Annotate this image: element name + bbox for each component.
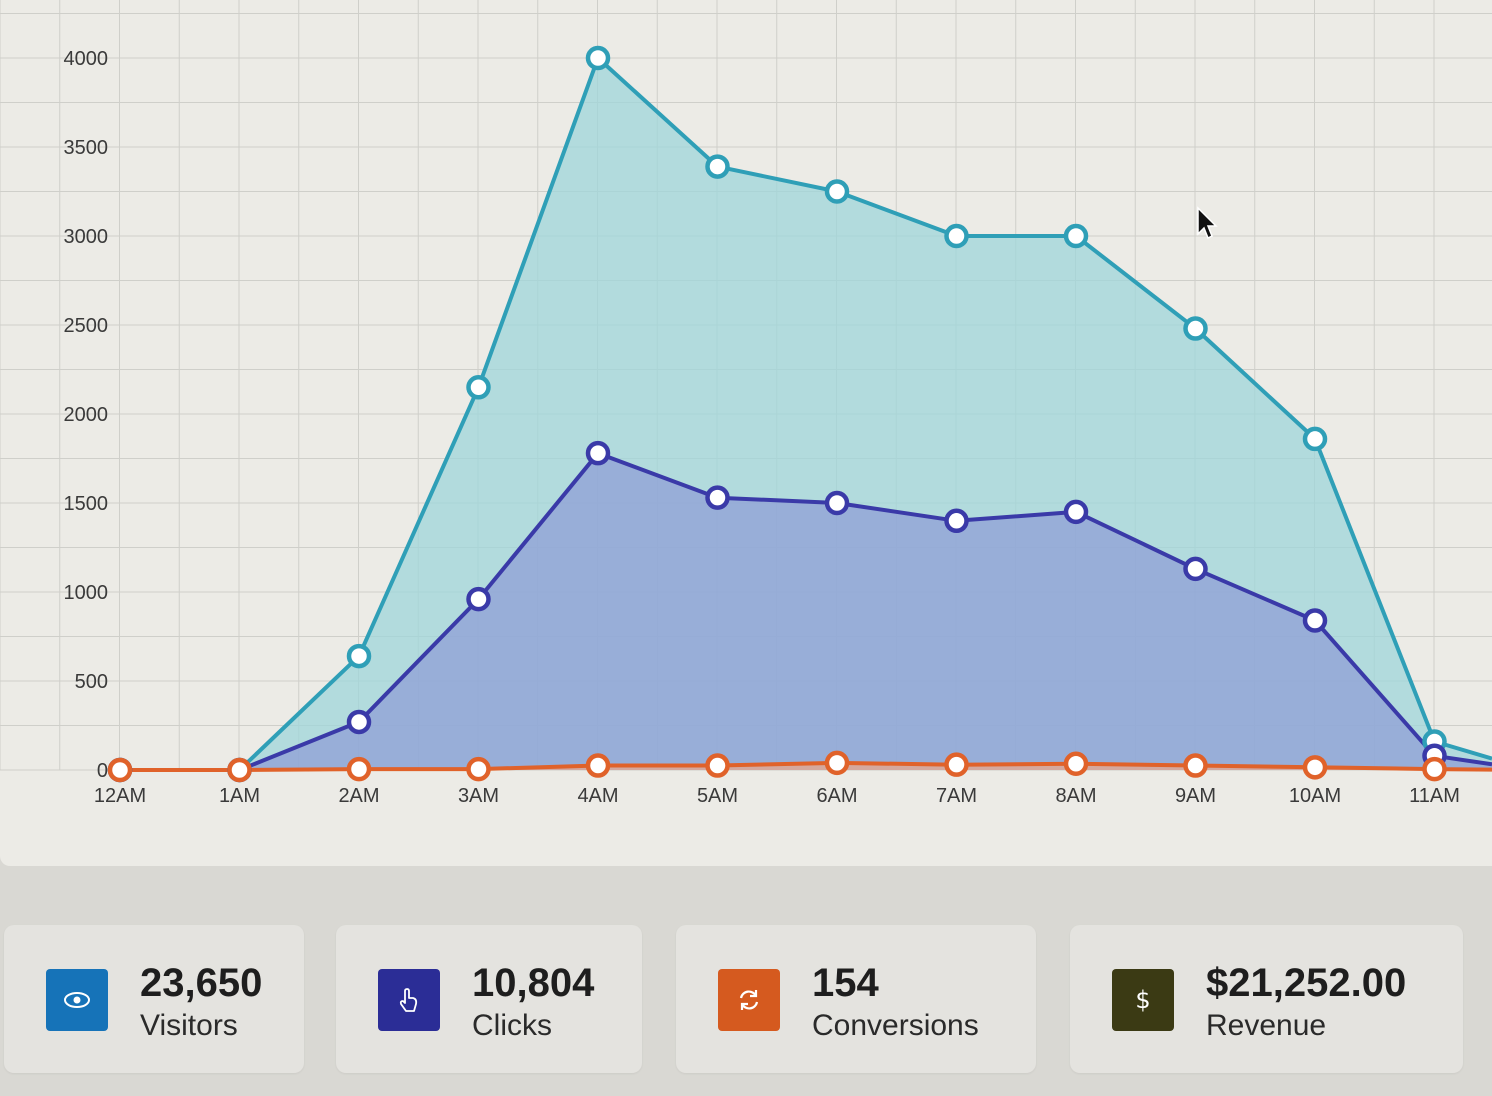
mouse-cursor-icon [1197,206,1218,240]
point-clicks [1183,556,1208,582]
stat-label: Conversions [812,1009,979,1042]
stat-label: Visitors [140,1009,238,1042]
point-conversions [944,752,969,777]
point-clicks [705,485,730,510]
x-tick-label: 8AM [1055,785,1096,807]
x-tick-label: 9AM [1175,785,1216,807]
point-clicks [346,709,372,735]
y-tick-label: 4000 [64,48,109,70]
point-visitors [346,643,372,669]
point-conversions [466,756,491,782]
point-conversions [824,750,850,776]
point-visitors [1302,426,1328,452]
area-clicks [120,453,1492,770]
stat-card-revenue: $ $21,252.00 Revenue [1070,925,1463,1073]
y-tick-label: 3000 [64,226,109,248]
stat-value: 154 [812,961,879,1005]
x-tick-label: 3AM [458,785,499,807]
stat-card-visitors: 23,650 Visitors [4,925,304,1073]
stat-card-conversions: 154 Conversions [676,925,1036,1073]
point-visitors [466,375,491,400]
y-axis-ticks: 4000 3500 3000 2500 2000 1500 1000 500 0 [64,48,109,782]
stat-value: $21,252.00 [1206,961,1407,1005]
x-tick-label: 12AM [94,785,146,807]
stat-card-clicks: 10,804 Clicks [336,925,642,1073]
traffic-area-chart: 4000 3500 3000 2500 2000 1500 1000 500 0 12AM 1AM… [0,0,1492,807]
x-tick-label: 2AM [338,785,379,807]
y-tick-label: 1000 [64,582,109,604]
y-tick-label: 3500 [64,137,109,159]
y-tick-label: 2000 [64,404,109,426]
point-clicks [944,508,969,534]
stats-row: 23,650 Visitors 10,804 Clicks 154 Conver… [0,925,1492,1075]
point-visitors [944,223,969,249]
x-tick-label: 6AM [816,785,857,807]
stat-label: Revenue [1206,1009,1327,1042]
point-conversions [1063,751,1089,777]
point-conversions [346,756,372,782]
chart-points [107,45,1447,783]
x-tick-label: 4AM [577,785,618,807]
point-clicks [585,440,611,466]
point-conversions [1183,753,1208,778]
chart-panel: 4000 3500 3000 2500 2000 1500 1000 500 0 12AM 1AM… [0,0,1492,866]
svg-text:$: $ [1135,986,1150,1014]
point-conversions [107,757,133,783]
point-visitors [1063,223,1089,249]
x-tick-label: 1AM [219,785,260,807]
x-tick-label: 10AM [1289,785,1341,807]
point-visitors [1183,316,1208,341]
point-visitors [705,154,730,179]
area-conversions [120,762,1492,770]
x-tick-label: 7AM [936,785,977,807]
refresh-icon [718,969,780,1031]
y-tick-label: 2500 [64,315,109,337]
point-visitors [824,179,850,204]
y-tick-label: 0 [97,760,108,782]
chart-areas [120,58,1492,770]
y-tick-label: 1500 [64,493,109,515]
point-clicks [1063,499,1089,525]
dollar-icon: $ [1112,969,1174,1031]
eye-icon [46,969,108,1031]
x-tick-label: 5AM [697,785,738,807]
stat-value: 23,650 [140,961,263,1005]
point-clicks [466,586,491,612]
point-conversions [585,753,611,778]
point-conversions [227,757,252,783]
point-visitors [585,45,611,71]
point-clicks [1302,608,1328,633]
stat-value: 10,804 [472,961,595,1005]
hand-pointer-icon [378,969,440,1031]
y-tick-label: 500 [75,671,108,693]
point-clicks [824,490,850,516]
point-conversions [1422,756,1447,782]
point-conversions [705,753,730,778]
stat-label: Clicks [472,1009,552,1042]
point-conversions [1302,755,1328,780]
x-tick-label: 11AM [1409,785,1460,807]
x-axis-ticks: 12AM 1AM 2AM 3AM 4AM 5AM 6AM 7AM 8AM 9AM 10AM 11AM [94,785,1460,807]
